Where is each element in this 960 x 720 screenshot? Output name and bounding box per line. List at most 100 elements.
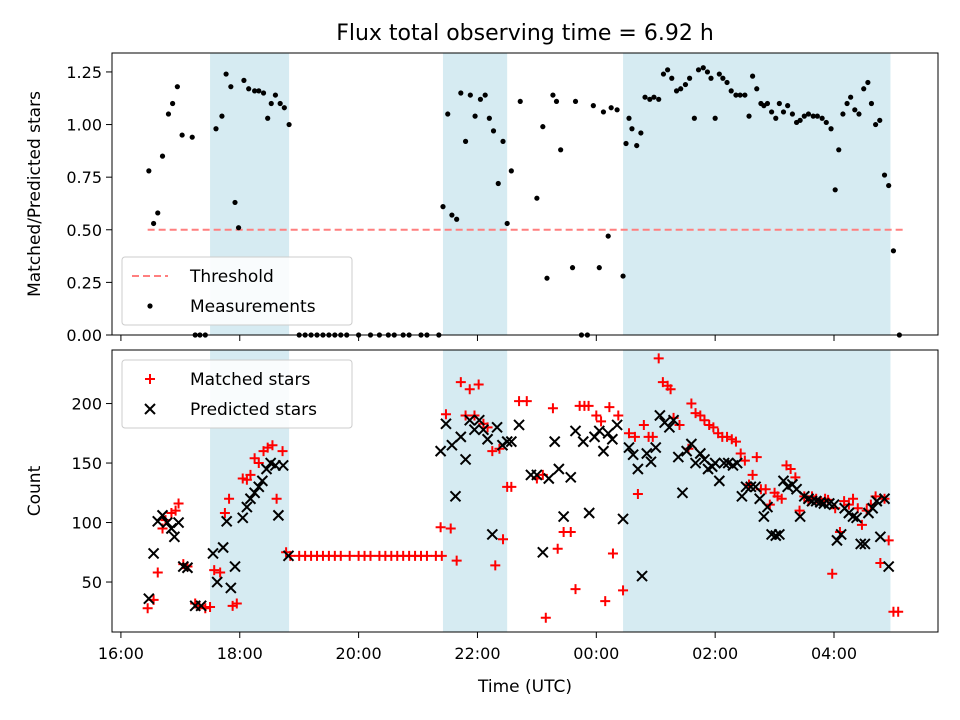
- data-point-predicted: [583, 507, 595, 519]
- legend-predicted-swatch: [144, 403, 156, 415]
- data-point-matched: [215, 567, 226, 578]
- data-point-predicted: [667, 414, 680, 426]
- data-point-predicted: [663, 421, 676, 434]
- data-point-measurement: [553, 98, 560, 105]
- data-point-predicted: [569, 425, 582, 437]
- data-point-predicted: [577, 435, 589, 448]
- data-point-predicted: [229, 560, 241, 573]
- data-point-matched: [152, 567, 163, 578]
- shaded-interval: [623, 53, 891, 335]
- data-point-measurement: [189, 134, 195, 140]
- data-point-measurement: [623, 140, 629, 147]
- data-point-predicted: [731, 457, 743, 469]
- data-point-predicted: [831, 534, 843, 547]
- data-point-measurement: [219, 113, 225, 119]
- data-point-measurement: [801, 113, 807, 119]
- panel-star-counts: 50 100 150 200 16:00 18:00 20:00 22:00 00:00 02:0…: [25, 349, 939, 663]
- data-point-predicted: [477, 424, 490, 436]
- legend-label: Predicted stars: [190, 400, 317, 420]
- data-point-measurement: [482, 92, 488, 98]
- data-point-measurement: [840, 111, 846, 117]
- data-point-matched: [607, 548, 618, 559]
- data-point-predicted: [241, 501, 253, 513]
- data-point-matched: [856, 519, 867, 530]
- data-point-predicted: [623, 441, 635, 454]
- data-point-measurement: [605, 233, 611, 239]
- data-point-matched: [647, 431, 658, 442]
- data-point-matched: [565, 527, 576, 538]
- data-point-measurement: [716, 71, 722, 77]
- data-point-predicted: [468, 424, 481, 436]
- data-point-predicted: [855, 538, 867, 550]
- data-point-measurement: [814, 113, 820, 119]
- data-point-measurement: [720, 75, 726, 81]
- data-point-matched: [547, 403, 558, 414]
- data-point-matched: [498, 534, 509, 545]
- data-point-matched: [436, 550, 447, 561]
- x-tick-label: 00:00: [573, 644, 619, 663]
- data-point-measurement: [159, 153, 166, 159]
- data-point-measurement: [669, 75, 675, 81]
- data-point-matched: [596, 416, 607, 427]
- x-tick-label: 18:00: [217, 644, 263, 663]
- data-point-measurement: [687, 75, 693, 81]
- data-point-measurement: [213, 126, 219, 132]
- data-point-measurement: [150, 220, 157, 227]
- data-point-matched: [521, 396, 532, 407]
- data-point-predicted: [597, 445, 610, 457]
- data-point-matched: [751, 452, 762, 463]
- y-tick-label: 150: [71, 454, 102, 473]
- data-point-measurement: [691, 115, 697, 121]
- data-point-measurement: [486, 115, 492, 121]
- data-point-measurement: [467, 92, 473, 98]
- data-point-matched: [883, 535, 894, 546]
- data-point-matched: [245, 469, 256, 480]
- data-point-matched: [335, 550, 346, 561]
- data-point-predicted: [143, 592, 155, 605]
- data-point-measurement: [272, 92, 279, 98]
- data-point-measurement: [673, 88, 680, 94]
- data-point-measurement: [569, 265, 576, 271]
- data-point-predicted: [220, 515, 233, 528]
- data-point-predicted: [871, 495, 883, 507]
- data-point-measurement: [881, 172, 888, 178]
- data-point-measurement: [504, 220, 510, 227]
- data-point-matched: [570, 584, 581, 595]
- y-tick-label: 0.75: [66, 168, 102, 187]
- data-point-measurement: [477, 96, 484, 102]
- data-point-matched: [827, 568, 838, 579]
- data-point-matched: [490, 560, 501, 571]
- data-point-matched: [277, 446, 288, 457]
- data-point-predicted: [685, 438, 698, 450]
- data-point-measurement: [256, 88, 262, 94]
- data-point-predicted: [253, 481, 265, 493]
- data-point-matched: [653, 353, 664, 364]
- data-point-measurement: [281, 105, 287, 111]
- data-point-matched: [271, 493, 282, 504]
- shaded-interval: [442, 350, 508, 632]
- data-point-matched: [482, 422, 493, 433]
- data-point-predicted: [641, 447, 653, 460]
- data-point-matched: [552, 543, 563, 554]
- data-point-measurement: [873, 121, 879, 128]
- data-point-matched: [435, 522, 446, 533]
- data-point-matched: [794, 505, 805, 516]
- data-point-matched: [739, 455, 750, 466]
- data-point-measurement: [500, 138, 506, 144]
- data-point-measurement: [712, 115, 718, 121]
- legend-label: Threshold: [189, 267, 274, 287]
- data-point-measurement: [797, 117, 803, 123]
- data-point-measurement: [769, 109, 775, 115]
- data-point-measurement: [780, 109, 787, 115]
- legend-label: Matched stars: [190, 370, 310, 390]
- data-point-predicted: [248, 487, 261, 499]
- data-point-matched: [267, 440, 278, 451]
- data-point-measurement: [737, 92, 743, 98]
- y-tick-label: 0.50: [66, 221, 102, 240]
- data-point-predicted: [636, 570, 648, 582]
- data-point-measurement: [877, 117, 883, 123]
- data-point-measurement: [868, 100, 875, 107]
- data-point-matched: [219, 508, 230, 519]
- data-point-measurement: [544, 275, 550, 281]
- shaded-interval: [623, 350, 891, 632]
